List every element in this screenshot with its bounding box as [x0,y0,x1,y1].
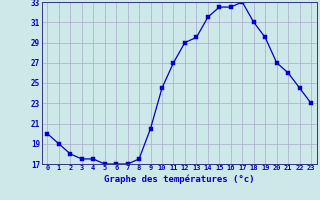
X-axis label: Graphe des températures (°c): Graphe des températures (°c) [104,174,254,184]
